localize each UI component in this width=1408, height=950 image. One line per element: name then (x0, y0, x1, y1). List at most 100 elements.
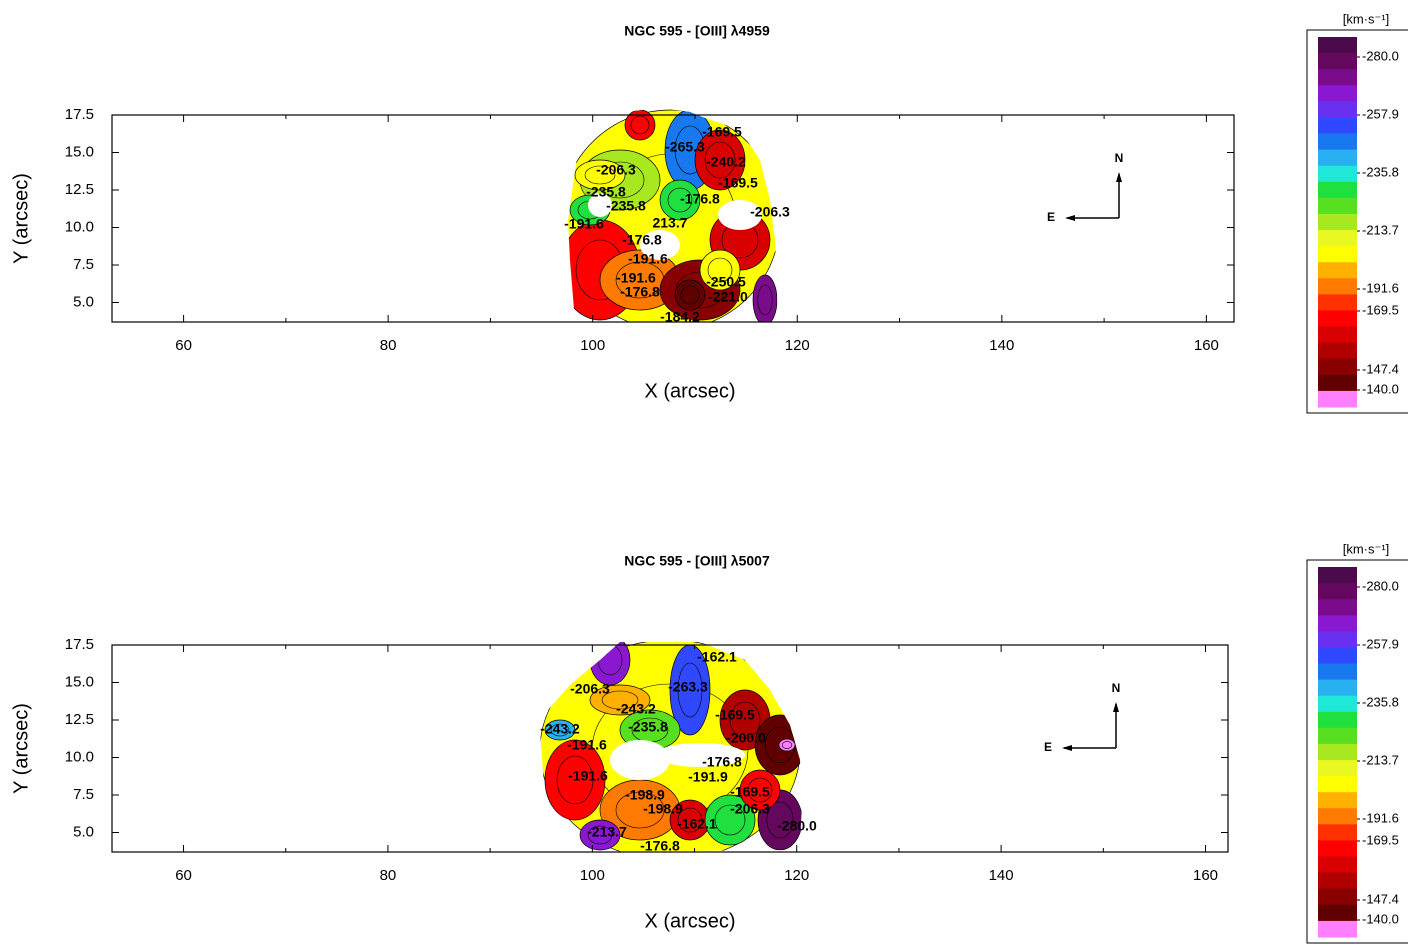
chart-title: NGC 595 - [OIII] λ5007 (624, 553, 770, 569)
colorbar-swatch (1318, 583, 1357, 600)
contour-label: -169.5 (730, 784, 770, 800)
x-tick-label: 140 (989, 337, 1014, 354)
colorbar-swatch (1318, 342, 1357, 360)
contour-region (659, 179, 701, 221)
x-tick-label: 100 (580, 867, 605, 884)
colorbar-swatch (1318, 743, 1357, 761)
y-tick-label: 17.5 (65, 636, 94, 653)
contour-label: -162.1 (677, 816, 717, 832)
colorbar-swatch (1318, 679, 1357, 697)
masked-region (588, 193, 612, 217)
contour-line (667, 187, 693, 213)
contour-map (540, 642, 802, 852)
colorbar-swatch (1318, 101, 1357, 118)
contour-label: -191.6 (616, 270, 656, 286)
colorbar-swatch (1318, 262, 1357, 279)
x-tick-label: 80 (380, 337, 397, 354)
contour-line (630, 115, 650, 135)
colorbar-swatch (1318, 888, 1357, 906)
contour-line (677, 807, 703, 833)
colorbar-swatch (1318, 197, 1357, 215)
y-tick-label: 10.0 (65, 748, 94, 765)
colorbar-tick-label: -140.0 (1362, 911, 1399, 926)
contour-label: -176.8 (622, 232, 662, 248)
colorbar-swatch (1318, 647, 1357, 665)
contour-label: -162.1 (697, 649, 737, 665)
contour-label: -169.5 (715, 707, 755, 723)
colorbar-swatch (1318, 727, 1357, 745)
contour-label: -198.9 (643, 801, 683, 817)
colorbar-swatch (1318, 904, 1357, 922)
x-tick-label: 160 (1194, 337, 1219, 354)
colorbar-swatch (1318, 824, 1357, 841)
colorbar-swatch (1318, 117, 1357, 135)
colorbar-swatch (1318, 920, 1357, 938)
x-axis-label: X (arcsec) (644, 910, 735, 932)
colorbar-swatch (1318, 181, 1357, 199)
colorbar-swatch (1318, 149, 1357, 167)
contour-region (574, 159, 626, 191)
contour-label: -191.6 (567, 737, 607, 753)
contour-line (747, 777, 773, 803)
colorbar-swatch (1318, 358, 1357, 376)
contour-line (714, 804, 746, 836)
colorbar-swatch (1318, 792, 1357, 809)
masked-region (655, 743, 745, 767)
contour-label: -206.3 (596, 162, 636, 178)
contour-label: -191.9 (688, 769, 728, 785)
contour-label: -265.3 (665, 139, 705, 155)
colorbar-swatch (1318, 37, 1357, 54)
contour-label: -176.8 (620, 284, 660, 300)
contour-region (739, 769, 781, 811)
colorbar-swatch (1318, 69, 1357, 86)
colorbar-tick-label: -213.7 (1362, 222, 1399, 237)
contour-label: -169.5 (718, 175, 758, 191)
contour-label: -191.6 (628, 251, 668, 267)
contour-line (680, 285, 700, 305)
y-tick-label: 12.5 (65, 181, 94, 198)
contour-label: 213.7 (652, 215, 687, 231)
colorbar-swatch (1318, 390, 1357, 408)
contour-line (729, 701, 761, 739)
plot-frame (111, 114, 1235, 323)
colorbar-tick-label: -257.9 (1362, 106, 1399, 121)
compass-east: E (1047, 210, 1055, 224)
colorbar-swatch (1318, 85, 1357, 102)
colorbar-swatch (1318, 53, 1357, 70)
colorbar-swatch (1318, 872, 1357, 890)
colorbar-tick-label: -169.5 (1362, 832, 1399, 847)
colorbar-swatch (1318, 776, 1357, 793)
contour-line (677, 662, 703, 718)
colorbar-swatch (1318, 631, 1357, 648)
contour-line (550, 723, 570, 737)
contour-region (752, 274, 778, 322)
contour-label: -235.8 (586, 184, 626, 200)
y-tick-label: 5.0 (73, 823, 94, 840)
contour-label: -240.2 (706, 154, 746, 170)
colorbar-swatch (1318, 567, 1357, 584)
colorbar-swatch (1318, 213, 1357, 231)
contour-label: -206.3 (730, 801, 770, 817)
panel: NGC 595 - [OIII] λ5007 -162.1 -206.3 -263.3… (10, 541, 1408, 944)
colorbar-swatch (1318, 133, 1357, 151)
colorbar-tick-label: -147.4 (1362, 891, 1399, 906)
contour-line (766, 801, 794, 839)
colorbar-tick-label: -191.6 (1362, 280, 1399, 295)
colorbar-swatch (1318, 599, 1357, 616)
contour-label: -200.0 (726, 730, 766, 746)
contour-line (615, 791, 665, 829)
contour-line (757, 284, 773, 316)
colorbar-swatch (1318, 615, 1357, 632)
contour-label: -235.8 (606, 198, 646, 214)
contour-label: -176.8 (680, 191, 720, 207)
contour-label: -206.3 (750, 204, 790, 220)
contour-region (589, 684, 651, 716)
x-tick-label: 60 (175, 867, 192, 884)
y-tick-label: 15.0 (65, 143, 94, 160)
y-tick-label: 7.5 (73, 256, 94, 273)
plot-frame (111, 644, 1229, 853)
colorbar-swatch (1318, 856, 1357, 874)
y-tick-label: 10.0 (65, 218, 94, 235)
contour-line (556, 755, 594, 805)
colorbar-swatch (1318, 230, 1357, 247)
